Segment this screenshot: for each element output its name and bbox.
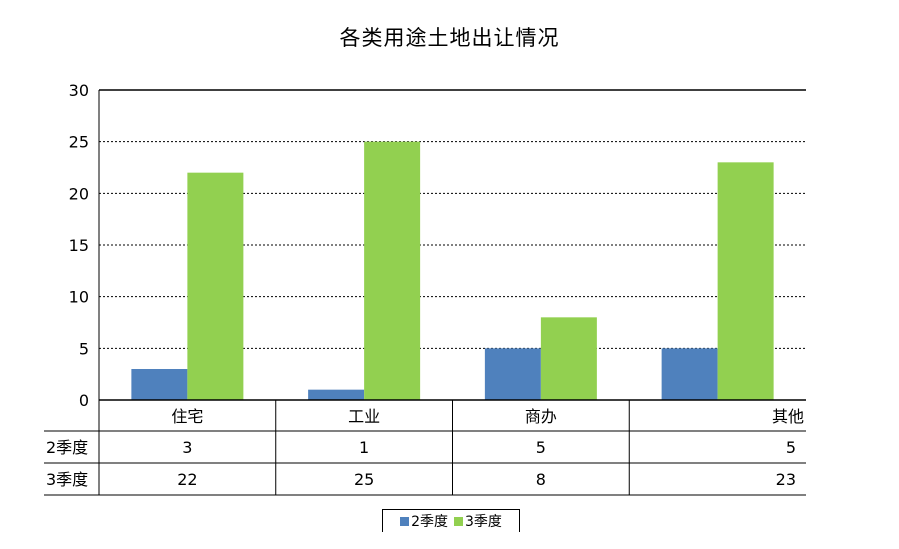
bar-2-4 <box>717 162 774 400</box>
data-label-2-1: 22 <box>177 470 197 489</box>
data-table: 住宅 工业 商办 其他 2季度 3 1 5 5 3季度 22 25 8 23 <box>44 399 806 496</box>
table-series-label-1: 2季度 <box>46 438 88 457</box>
legend-label-series-2: 3季度 <box>465 514 502 530</box>
chart-title: 各类用途土地出让情况 <box>339 26 560 50</box>
x-tick-label-2: 工业 <box>348 407 380 426</box>
axes <box>98 89 806 495</box>
bars <box>131 141 774 400</box>
bar-1-2 <box>308 389 365 400</box>
bar-2-2 <box>364 141 421 400</box>
table-series-label-2: 3季度 <box>46 470 88 489</box>
legend-swatch-series-2 <box>454 516 463 526</box>
data-label-1-3: 5 <box>536 438 546 457</box>
data-label-2-4: 23 <box>776 470 796 489</box>
y-tick-label-30: 30 <box>69 81 89 100</box>
bar-2-1 <box>187 172 244 400</box>
y-tick-label-25: 25 <box>69 133 89 152</box>
data-label-2-2: 25 <box>354 470 374 489</box>
bar-2-3 <box>540 317 597 400</box>
data-label-1-1: 3 <box>182 438 192 457</box>
legend-item-series-2: 3季度 <box>454 511 502 531</box>
y-tick-label-20: 20 <box>69 184 89 203</box>
bar-1-3 <box>484 348 541 400</box>
legend: 2季度 3季度 <box>382 509 520 532</box>
y-tick-labels: 0 5 10 15 20 25 30 <box>69 81 89 410</box>
x-tick-label-1: 住宅 <box>171 407 203 426</box>
legend-item-series-1: 2季度 <box>400 511 448 531</box>
data-label-1-2: 1 <box>359 438 369 457</box>
y-tick-label-10: 10 <box>69 288 89 307</box>
legend-swatch-series-1 <box>400 516 410 526</box>
data-label-1-4: 5 <box>786 438 796 457</box>
y-tick-label-0: 0 <box>79 391 89 410</box>
data-label-2-3: 8 <box>536 470 546 489</box>
y-tick-label-15: 15 <box>69 236 89 255</box>
x-tick-label-3: 商办 <box>525 407 557 426</box>
x-tick-label-4: 其他 <box>772 407 804 426</box>
bar-1-1 <box>131 369 188 400</box>
y-tick-label-5: 5 <box>79 339 89 358</box>
bar-1-4 <box>661 348 718 400</box>
legend-label-series-1: 2季度 <box>411 514 448 530</box>
